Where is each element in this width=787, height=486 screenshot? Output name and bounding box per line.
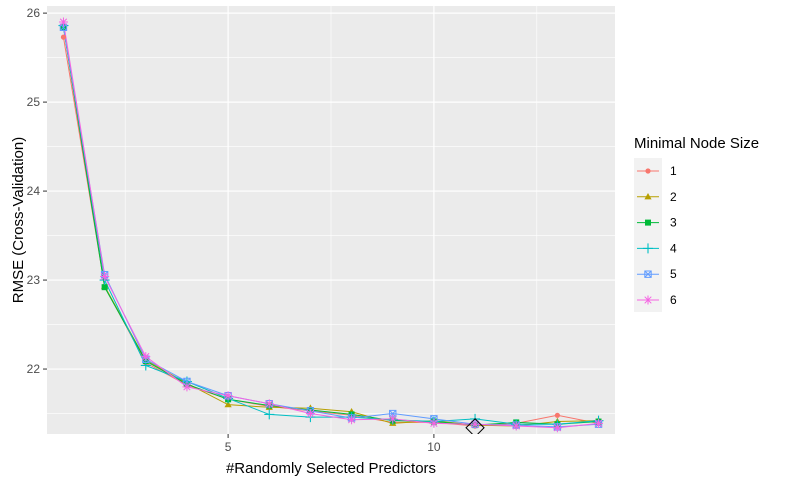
legend-key-marker [644,193,652,200]
data-point-series-2 [224,400,232,408]
legend-key-marker [645,219,651,226]
data-point-series-6 [58,17,68,27]
best-tuning-diamond [465,418,485,434]
legend-label-1: 1 [670,164,677,178]
data-point-series-6 [470,419,480,429]
legend-title: Minimal Node Size [634,135,759,152]
y-axis: 22 23 24 25 26 [27,6,47,376]
data-point-series-6 [594,418,604,428]
data-point-series-6 [388,414,398,424]
legend-label-3: 3 [670,216,677,230]
y-tick-label: 24 [27,184,41,198]
x-axis: 5 10 [225,434,441,454]
data-point-series-5 [183,377,191,386]
data-point-series-4 [264,409,275,420]
y-tick-label: 22 [27,362,41,376]
data-point-series-6 [182,382,192,392]
minor-gridlines [47,6,615,434]
legend-key-marker [644,270,652,278]
legend-key-marker [643,243,653,254]
y-tick-label: 26 [27,6,41,20]
y-tick-label: 23 [27,273,41,287]
legend-key-background [634,158,662,312]
legend-label-5: 5 [670,267,677,281]
data-point-series-6 [347,415,357,425]
data-point-series-1 [60,34,67,40]
major-gridlines [47,6,615,434]
data-point-series-6 [305,409,315,419]
y-axis-title: RMSE (Cross-Validation) [10,137,27,303]
series-line-6 [62,21,599,429]
data-point-series-6 [223,391,233,401]
legend-key-marker [643,295,653,305]
legend: Minimal Node Size 1 2 3 4 5 6 [634,135,759,312]
data-point-series-6 [100,272,110,282]
data-point-series-6 [264,399,274,409]
y-tick-label: 25 [27,95,41,109]
legend-label-4: 4 [670,241,677,255]
data-point-series-6 [552,423,562,433]
x-tick-label: 10 [427,440,441,454]
data-point-series-6 [141,352,151,362]
data-point-series-6 [511,421,521,431]
data-point-series-5 [389,409,397,418]
legend-label-6: 6 [670,293,677,307]
data-point-series-5 [59,23,68,32]
legend-key-marker [645,168,651,174]
series-line-5 [62,27,599,428]
x-axis-title: #Randomly Selected Predictors [226,460,436,477]
best-tuning-marker [465,418,485,434]
x-tick-label: 5 [225,440,232,454]
data-point-series-6 [429,418,439,428]
series-lines [62,21,599,429]
data-point-series-1 [554,412,560,418]
legend-label-2: 2 [670,190,677,204]
series-markers [58,17,604,433]
data-point-series-3 [101,284,108,291]
